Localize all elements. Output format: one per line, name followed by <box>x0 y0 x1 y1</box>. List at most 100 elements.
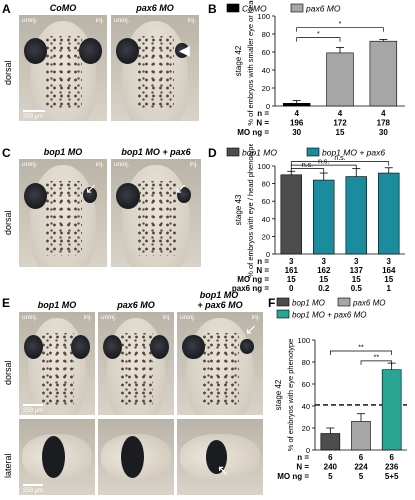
y-tick-label: 40 <box>262 66 270 75</box>
row-value: 0.2 <box>318 284 330 293</box>
y-tick-label: 80 <box>262 180 270 189</box>
inj-label: inj. <box>95 161 104 168</box>
bar <box>280 174 302 255</box>
bar <box>381 369 402 451</box>
row-label: N = <box>256 266 269 275</box>
inj-label: inj. <box>187 17 196 24</box>
photo-e-pax6-dorsal: uninj. inj. <box>97 311 175 416</box>
significance-bracket <box>296 37 341 42</box>
significance-label: n.s. <box>302 162 313 169</box>
bar <box>282 103 311 107</box>
row-value: 5 <box>359 472 364 481</box>
legend-swatch <box>226 147 240 157</box>
photo-c-bop1-pax6: uninj. inj. ↙ <box>110 158 202 268</box>
inj-label: inj. <box>251 314 260 321</box>
row-label: N = <box>256 119 269 128</box>
panel-e-title-1: bop1 MO <box>37 300 77 310</box>
panel-e-title-3: + pax6 MO <box>197 300 243 310</box>
row-value: 161 <box>285 266 299 275</box>
y-tick-label: 20 <box>262 84 270 93</box>
row-value: 3 <box>387 257 392 266</box>
legend-entry: bop1 MO <box>242 148 277 158</box>
arrow-icon: ◀ <box>179 42 190 58</box>
row-value: 224 <box>354 463 368 472</box>
arrow-icon: ↙ <box>85 180 97 196</box>
row-label: MO ng = <box>237 128 269 137</box>
y-tick-label: 40 <box>302 402 310 411</box>
side-label-c: dorsal <box>3 210 13 235</box>
scale-bar <box>23 404 43 406</box>
significance-label: ** <box>374 354 380 361</box>
chart-d: bop1 MO bop1 MO + pax6 0 20 40 60 80 100% of em… <box>226 144 405 293</box>
significance-label: * <box>317 31 320 38</box>
chart-b: CoMO pax6 MO 0 20 40 60 80 100% of embryos with… <box>226 0 405 137</box>
y-tick-label: 100 <box>297 336 310 345</box>
y-axis-label: % of embryos with smaller eye or head <box>246 0 255 126</box>
inj-label: inj. <box>189 161 198 168</box>
y-tick-label: 0 <box>266 250 270 259</box>
significance-bracket <box>360 360 393 365</box>
photo-e-bop1-dorsal: uninj. inj. 250 μm <box>18 311 96 416</box>
uninj-label: uninj. <box>101 314 117 321</box>
side-label-a: dorsal <box>3 60 13 85</box>
row-value: 240 <box>324 463 338 472</box>
panel-a-title-2: pax6 MO <box>136 3 174 13</box>
inj-label: inj. <box>95 17 104 24</box>
panel-c-title-2: bop1 MO + pax6 <box>121 147 191 157</box>
y-tick-label: 60 <box>262 197 270 206</box>
row-value: 30 <box>292 128 301 137</box>
significance-bracket <box>290 168 325 173</box>
legend-entry: bop1 MO + pax6 <box>322 148 385 158</box>
row-value: 30 <box>379 128 388 137</box>
y-tick-label: 40 <box>262 215 270 224</box>
uninj-label: uninj. <box>180 314 196 321</box>
y-tick-label: 100 <box>257 12 270 21</box>
arrow-icon: ↙ <box>245 321 257 337</box>
photo-a-pax6: uninj. inj. ◀ <box>110 14 200 122</box>
scale-text: 250 μm <box>23 114 44 120</box>
row-value: 178 <box>377 119 391 128</box>
uninj-label: uninj. <box>22 314 38 321</box>
row-value: 6 <box>389 453 394 462</box>
photo-c-bop1: uninj. inj. ↙ <box>18 158 108 268</box>
y-tick-label: 60 <box>262 48 270 57</box>
panel-e-title-top: bop1 MO <box>199 290 239 300</box>
panel-label-f: F <box>268 296 276 310</box>
photo-e-bop1-lateral: 250 μm <box>18 418 96 496</box>
row-value: 4 <box>338 109 343 118</box>
row-value: 6 <box>359 453 364 462</box>
y-axis-label: % of embryos with eye phenotype <box>286 339 295 452</box>
row-value: 15 <box>319 275 328 284</box>
row-value: 164 <box>382 266 396 275</box>
significance-bracket <box>296 27 384 32</box>
photo-a-como: uninj. inj. 250 μm <box>18 14 108 122</box>
row-value: 5+5 <box>385 472 399 481</box>
significance-bracket <box>290 161 390 166</box>
inj-label: inj. <box>162 314 171 321</box>
photo-e-pax6-lateral <box>97 418 175 496</box>
row-value: 3 <box>289 257 294 266</box>
y-tick-label: 80 <box>302 358 310 367</box>
legend-entry: pax6 MO <box>305 4 341 14</box>
inj-label: inj. <box>83 314 92 321</box>
row-value: 4 <box>381 109 386 118</box>
row-value: 162 <box>317 266 331 275</box>
bar <box>345 176 367 255</box>
panel-e-title-2: pax6 MO <box>117 300 155 310</box>
uninj-label: uninj. <box>114 17 130 24</box>
photo-e-combo-dorsal: uninj. inj. ↙ <box>176 311 264 416</box>
row-value: 5 <box>328 472 333 481</box>
y-axis-label: % of embryos with eye / head phenotype <box>246 144 255 278</box>
bar <box>313 179 335 255</box>
side-stage-label: stage 42 <box>274 379 283 410</box>
side-label-e-lateral: lateral <box>3 453 13 478</box>
row-label: n = <box>297 453 309 462</box>
legend-swatch <box>306 147 320 157</box>
legend-entry: CoMO <box>242 4 267 14</box>
significance-label: * <box>339 21 342 28</box>
y-tick-label: 20 <box>262 232 270 241</box>
panel-label-c: C <box>2 146 11 160</box>
significance-label: ** <box>358 345 364 352</box>
side-stage-label: stage 42 <box>234 45 243 76</box>
significance-bracket <box>290 164 357 170</box>
